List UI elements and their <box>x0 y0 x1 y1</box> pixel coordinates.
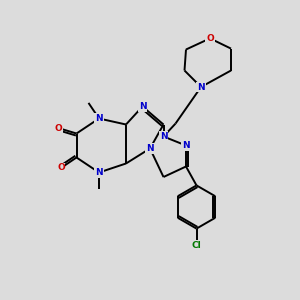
Text: N: N <box>95 168 103 177</box>
Text: N: N <box>197 82 205 91</box>
Text: N: N <box>182 141 190 150</box>
Text: O: O <box>55 124 62 133</box>
Text: N: N <box>95 114 103 123</box>
Text: N: N <box>139 102 146 111</box>
Text: O: O <box>206 34 214 43</box>
Text: O: O <box>57 164 65 172</box>
Text: N: N <box>146 144 154 153</box>
Text: Cl: Cl <box>192 241 201 250</box>
Text: N: N <box>160 132 167 141</box>
